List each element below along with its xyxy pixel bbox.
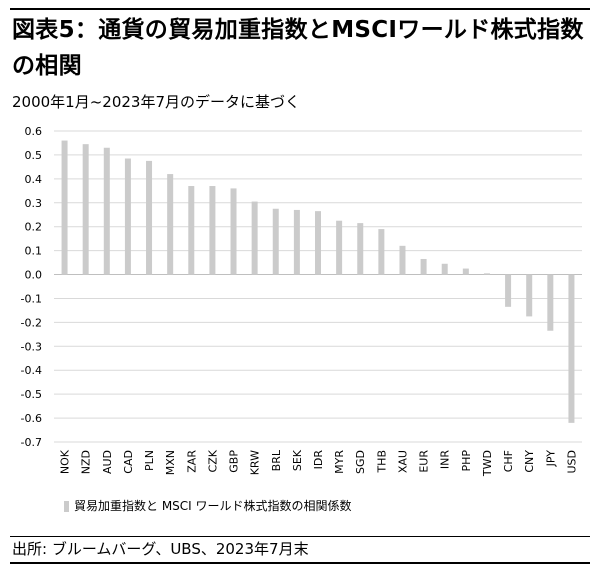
x-tick-label: NOK	[59, 449, 72, 474]
x-tick-label: GBP	[228, 450, 241, 473]
x-tick-label: TWD	[481, 450, 494, 477]
bar	[188, 186, 195, 275]
bar	[378, 229, 385, 275]
x-tick-label: NZD	[80, 450, 93, 474]
top-rule	[10, 8, 590, 10]
bar	[230, 188, 237, 275]
y-tick-label: 0.0	[25, 269, 43, 282]
bar	[315, 211, 321, 275]
x-tick-label: PLN	[143, 450, 156, 471]
y-tick-label: -0.3	[21, 340, 42, 353]
y-tick-label: 0.5	[25, 149, 43, 162]
bar	[272, 208, 279, 275]
bar	[103, 147, 110, 275]
bar	[357, 223, 364, 275]
x-tick-label: MYR	[333, 450, 346, 474]
y-tick-label: 0.4	[25, 173, 43, 186]
bar	[209, 186, 216, 275]
y-tick-label: 0.2	[25, 221, 43, 234]
x-tick-label: PHP	[460, 450, 473, 472]
y-tick-label: -0.1	[21, 292, 42, 305]
x-tick-label: CZK	[206, 449, 219, 472]
x-tick-label: KRW	[249, 450, 262, 475]
y-tick-label: 0.1	[25, 245, 43, 258]
bar	[526, 274, 533, 317]
bottom-rule	[10, 536, 590, 537]
legend: 貿易加重指数と MSCI ワールド株式指数の相関係数	[64, 498, 352, 514]
y-tick-label: -0.5	[21, 388, 42, 401]
bar	[251, 201, 258, 275]
x-tick-label: SEK	[291, 449, 304, 471]
bar	[547, 274, 554, 331]
y-tick-label: -0.4	[21, 364, 42, 377]
x-tick-label: SGD	[354, 450, 367, 474]
bar	[82, 144, 89, 275]
bar	[462, 268, 469, 275]
y-tick-label: 0.6	[25, 125, 43, 138]
bar	[505, 274, 512, 307]
x-tick-label: CHF	[502, 450, 515, 472]
y-tick-label: -0.6	[21, 412, 42, 425]
x-tick-label: AUD	[101, 450, 114, 474]
bar	[336, 220, 343, 275]
chart-title: 図表5：通貨の貿易加重指数とMSCIワールド株式指数の相関	[12, 17, 584, 79]
x-tick-label: BRL	[270, 449, 283, 471]
legend-label: 貿易加重指数と MSCI ワールド株式指数の相関係数	[74, 499, 352, 513]
bar	[441, 263, 448, 275]
x-tick-label: EUR	[418, 450, 431, 473]
bar	[61, 140, 68, 275]
legend-swatch	[64, 500, 69, 512]
y-tick-label: -0.2	[21, 316, 42, 329]
x-tick-label: ZAR	[185, 450, 198, 473]
source-note: 出所: ブルームバーグ、UBS、2023年7月末	[12, 540, 309, 558]
end-rule	[10, 562, 590, 564]
x-tick-label: CNY	[523, 450, 536, 473]
y-tick-label: -0.7	[21, 436, 42, 449]
y-tick-label: 0.3	[25, 197, 43, 210]
x-tick-label: THB	[375, 450, 388, 474]
x-tick-label: CAD	[122, 450, 135, 474]
bar	[124, 158, 131, 275]
bar	[483, 273, 490, 275]
chart-subtitle: 2000年1月~2023年7月のデータに基づく	[12, 93, 301, 111]
x-tick-label: MXN	[164, 450, 177, 475]
bar	[167, 174, 174, 275]
bar	[420, 258, 427, 275]
x-tick-label: JPY	[544, 450, 557, 468]
x-tick-label: INR	[439, 450, 452, 469]
x-tick-label: XAU	[396, 450, 409, 473]
x-tick-label: IDR	[312, 450, 325, 470]
bar	[293, 209, 300, 275]
bar	[568, 274, 575, 423]
bar	[146, 160, 153, 275]
x-tick-label: USD	[565, 450, 578, 474]
bar	[399, 245, 406, 275]
